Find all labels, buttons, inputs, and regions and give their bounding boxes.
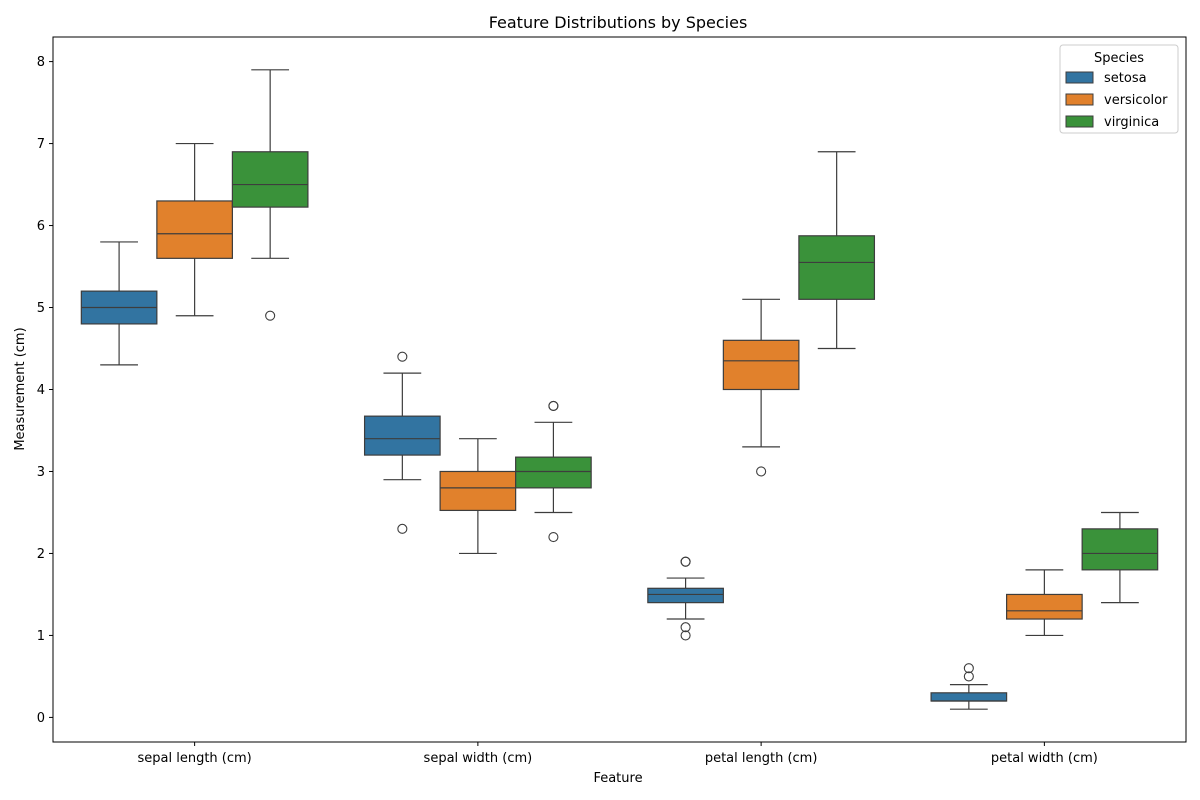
legend-swatch-versicolor xyxy=(1065,93,1094,106)
x-axis-label: Feature xyxy=(593,771,642,786)
box-virginica-2 xyxy=(798,151,876,350)
iqr-box xyxy=(363,415,441,456)
box-setosa-3 xyxy=(930,663,1008,710)
legend: Species setosa versicolor virginica xyxy=(1059,44,1179,134)
y-tick-label: 7 xyxy=(37,137,45,152)
axes-frame xyxy=(52,36,1187,743)
y-tick-label: 4 xyxy=(37,383,45,398)
x-tick-label: sepal length (cm) xyxy=(137,751,251,766)
box-setosa-1 xyxy=(363,351,441,534)
box-versicolor-2 xyxy=(722,298,800,477)
outlier-point xyxy=(548,532,559,543)
legend-title: Species xyxy=(1094,51,1144,66)
outlier-point xyxy=(397,523,408,534)
x-tick-label: sepal width (cm) xyxy=(424,751,533,766)
box-virginica-0 xyxy=(231,69,309,321)
y-tick-label: 2 xyxy=(37,547,45,562)
legend-frame xyxy=(1059,44,1179,134)
box-versicolor-3 xyxy=(1006,569,1083,637)
legend-label-virginica: virginica xyxy=(1104,115,1159,130)
outlier-point xyxy=(680,622,691,633)
outlier-point xyxy=(548,400,559,411)
y-tick-label: 5 xyxy=(37,301,45,316)
outlier-point xyxy=(680,556,691,567)
iqr-box xyxy=(930,692,1008,702)
outlier-point xyxy=(756,466,767,477)
plot-area xyxy=(80,69,1159,710)
y-axis-label: Measurement (cm) xyxy=(13,327,28,450)
y-tick-label: 6 xyxy=(37,219,45,234)
iqr-box xyxy=(515,456,592,489)
outlier-point xyxy=(265,310,276,321)
box-versicolor-1 xyxy=(439,438,517,555)
iqr-box xyxy=(798,235,876,300)
chart-title: Feature Distributions by Species xyxy=(489,13,748,32)
y-tick-label: 3 xyxy=(37,465,45,480)
outlier-point xyxy=(680,630,691,641)
y-tick-label: 0 xyxy=(37,711,45,726)
box-setosa-0 xyxy=(80,241,158,366)
x-tick-label: petal width (cm) xyxy=(991,751,1098,766)
legend-label-setosa: setosa xyxy=(1104,71,1147,86)
box-setosa-2 xyxy=(647,556,724,641)
y-axis: 0 1 2 3 4 5 6 7 8 xyxy=(37,55,53,726)
legend-label-versicolor: versicolor xyxy=(1104,93,1168,108)
iqr-box xyxy=(231,151,309,208)
x-tick-label: petal length (cm) xyxy=(705,751,818,766)
x-axis: sepal length (cm) sepal width (cm) petal l… xyxy=(137,742,1098,766)
outlier-point xyxy=(963,663,974,674)
outlier-point xyxy=(397,351,408,362)
iqr-box xyxy=(722,339,800,391)
box-versicolor-0 xyxy=(156,142,233,317)
legend-swatch-virginica xyxy=(1065,115,1094,128)
iqr-box xyxy=(1081,528,1159,571)
legend-swatch-setosa xyxy=(1065,71,1094,84)
box-virginica-3 xyxy=(1081,511,1159,604)
iqr-box xyxy=(647,587,724,604)
y-tick-label: 1 xyxy=(37,629,45,644)
iqr-box xyxy=(156,200,233,259)
iqr-box xyxy=(1006,593,1083,620)
iqr-box xyxy=(439,470,517,512)
outlier-point xyxy=(963,671,974,682)
box-virginica-1 xyxy=(515,400,592,543)
y-tick-label: 8 xyxy=(37,55,45,70)
